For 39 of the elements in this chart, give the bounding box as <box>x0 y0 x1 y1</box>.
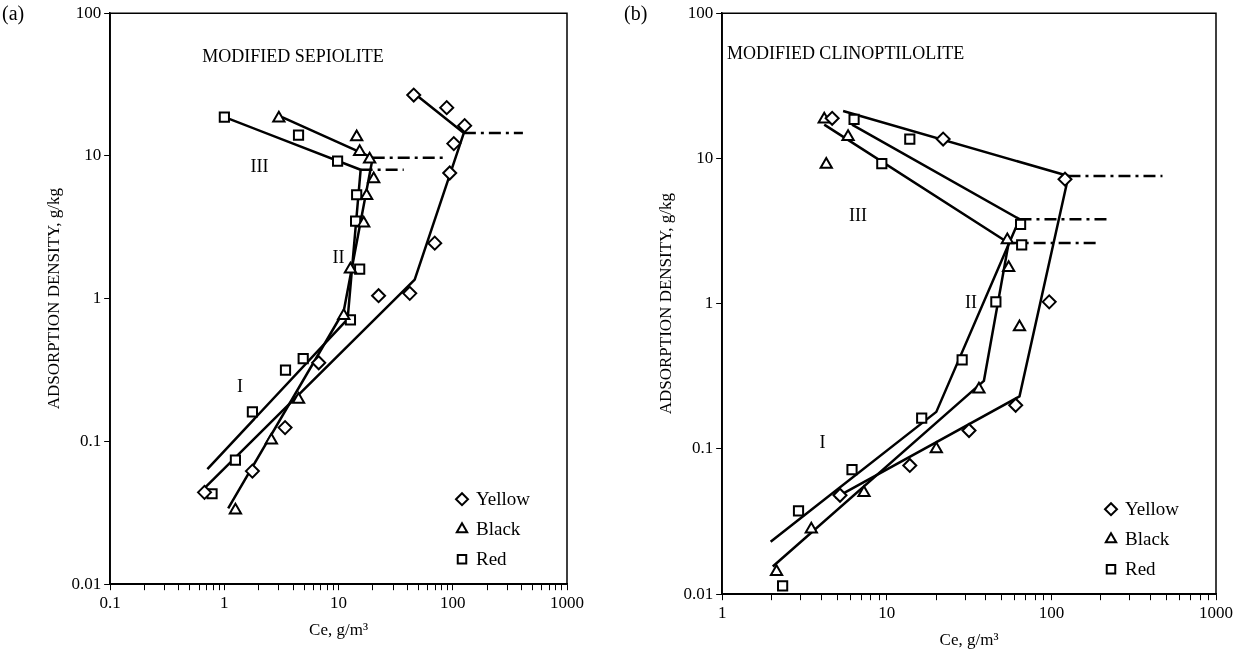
x-tick-label: 10 <box>330 592 348 612</box>
legend-label: Red <box>1125 558 1157 580</box>
legend-label: Yellow <box>476 488 531 510</box>
chart-title: (b) <box>624 2 648 26</box>
annotation: I <box>819 432 826 453</box>
y-tick-label: 0.1 <box>691 438 714 458</box>
annotation: MODIFIED SEPIOLITE <box>202 45 384 66</box>
y-tick-label: 1 <box>704 293 714 313</box>
y-tick-label: 100 <box>687 2 714 22</box>
x-axis-title: Ce, g/m³ <box>309 620 369 640</box>
y-tick-label: 0.01 <box>683 583 714 603</box>
chart-title: (a) <box>2 2 25 26</box>
annotation: II <box>965 292 978 313</box>
y-axis-title: ADSORPTION DENSITY, g/kg <box>43 187 63 410</box>
annotation: III <box>848 204 867 225</box>
y-tick-label: 10 <box>696 147 714 167</box>
y-tick-label: 100 <box>75 2 102 22</box>
annotation: II <box>332 247 345 268</box>
y-axis-title: ADSORPTION DENSITY, g/kg <box>655 192 675 415</box>
legend-label: Yellow <box>1125 498 1180 520</box>
x-tick-label: 1 <box>220 592 229 612</box>
x-tick-label: 10 <box>878 602 896 622</box>
annotation: MODIFIED CLINOPTILOLITE <box>726 43 965 64</box>
x-tick-label: 1 <box>717 602 727 622</box>
x-tick-label: 100 <box>1038 602 1065 622</box>
x-tick-label: 0.1 <box>99 592 121 612</box>
legend-label: Black <box>476 518 521 540</box>
legend-label: Red <box>476 548 508 570</box>
x-axis-title: Ce, g/m³ <box>939 630 999 650</box>
x-tick-label: 100 <box>440 592 466 612</box>
x-tick-label: 1000 <box>1199 602 1233 622</box>
annotation: I <box>236 375 243 396</box>
y-tick-label: 0.1 <box>79 430 102 450</box>
legend-label: Black <box>1125 528 1170 550</box>
y-tick-label: 10 <box>84 145 102 165</box>
annotation: III <box>250 156 269 177</box>
x-tick-label: 1000 <box>550 592 584 612</box>
y-tick-label: 1 <box>92 288 102 308</box>
y-tick-label: 0.01 <box>71 573 102 593</box>
